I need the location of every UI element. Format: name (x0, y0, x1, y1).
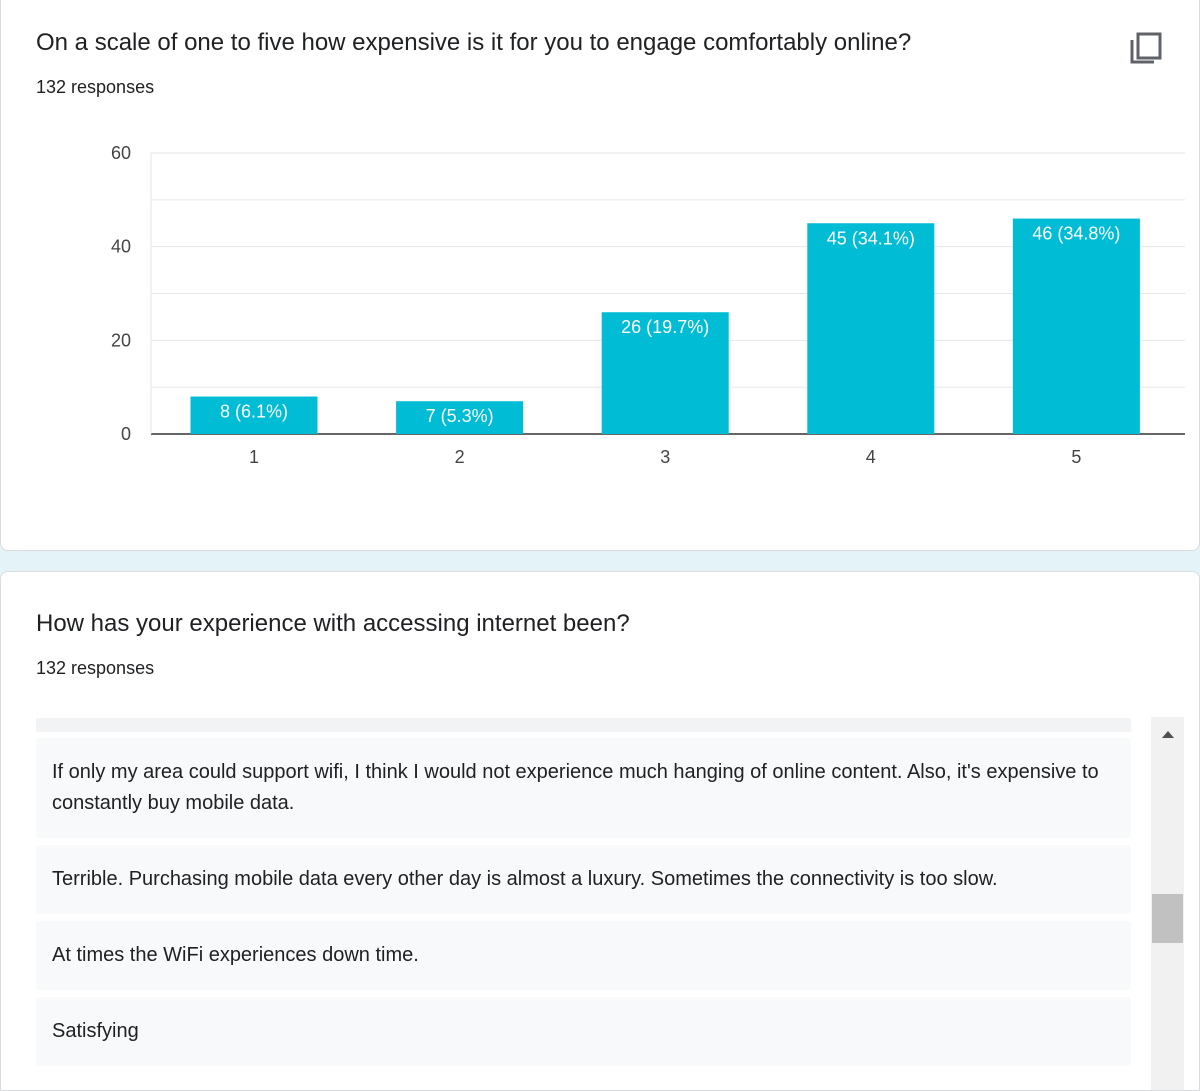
question-title: On a scale of one to five how expensive … (36, 29, 912, 56)
response-item: At times the WiFi experiences down time. (36, 921, 1131, 990)
bar (396, 401, 524, 434)
question-title: How has your experience with accessing i… (36, 610, 630, 637)
bar-data-label: 46 (34.8%) (1032, 224, 1120, 244)
copy-chart-icon[interactable] (1129, 31, 1163, 65)
y-tick-label: 40 (111, 237, 131, 257)
bar (1012, 218, 1140, 434)
scrollbar[interactable] (1151, 717, 1184, 1090)
bar-chart: 0 20 40 60 8 (6.1%) 1 7 (5.3%) 2 26 (19.7%) 3 45 (… (111, 143, 1185, 467)
scroll-up-arrow-icon[interactable] (1151, 717, 1184, 751)
bar-data-label: 7 (5.3%) (426, 406, 494, 426)
chart-card: On a scale of one to five how expensive … (0, 0, 1200, 551)
bar (601, 312, 729, 434)
y-tick-label: 0 (121, 424, 131, 444)
y-tick-label: 60 (111, 143, 131, 163)
response-list: If only my area could support wifi, I th… (36, 718, 1131, 1073)
bar-data-label: 8 (6.1%) (220, 402, 288, 422)
response-item: Satisfying (36, 997, 1131, 1066)
text-responses-card: How has your experience with accessing i… (0, 571, 1200, 1091)
bar-data-label: 45 (34.1%) (827, 228, 915, 248)
bar (807, 223, 935, 434)
x-tick-label: 1 (249, 447, 259, 467)
response-item-partial (36, 718, 1131, 732)
x-tick-label: 2 (455, 447, 465, 467)
response-item: If only my area could support wifi, I th… (36, 738, 1131, 838)
x-tick-label: 5 (1071, 447, 1081, 467)
x-tick-label: 3 (660, 447, 670, 467)
bar (190, 396, 318, 434)
response-count: 132 responses (36, 658, 155, 678)
scrollbar-thumb[interactable] (1152, 894, 1183, 943)
bar-data-label: 26 (19.7%) (621, 317, 709, 337)
response-count: 132 responses (36, 77, 155, 97)
x-tick-label: 4 (866, 447, 876, 467)
response-item: Terrible. Purchasing mobile data every o… (36, 845, 1131, 914)
y-tick-label: 20 (111, 330, 131, 350)
